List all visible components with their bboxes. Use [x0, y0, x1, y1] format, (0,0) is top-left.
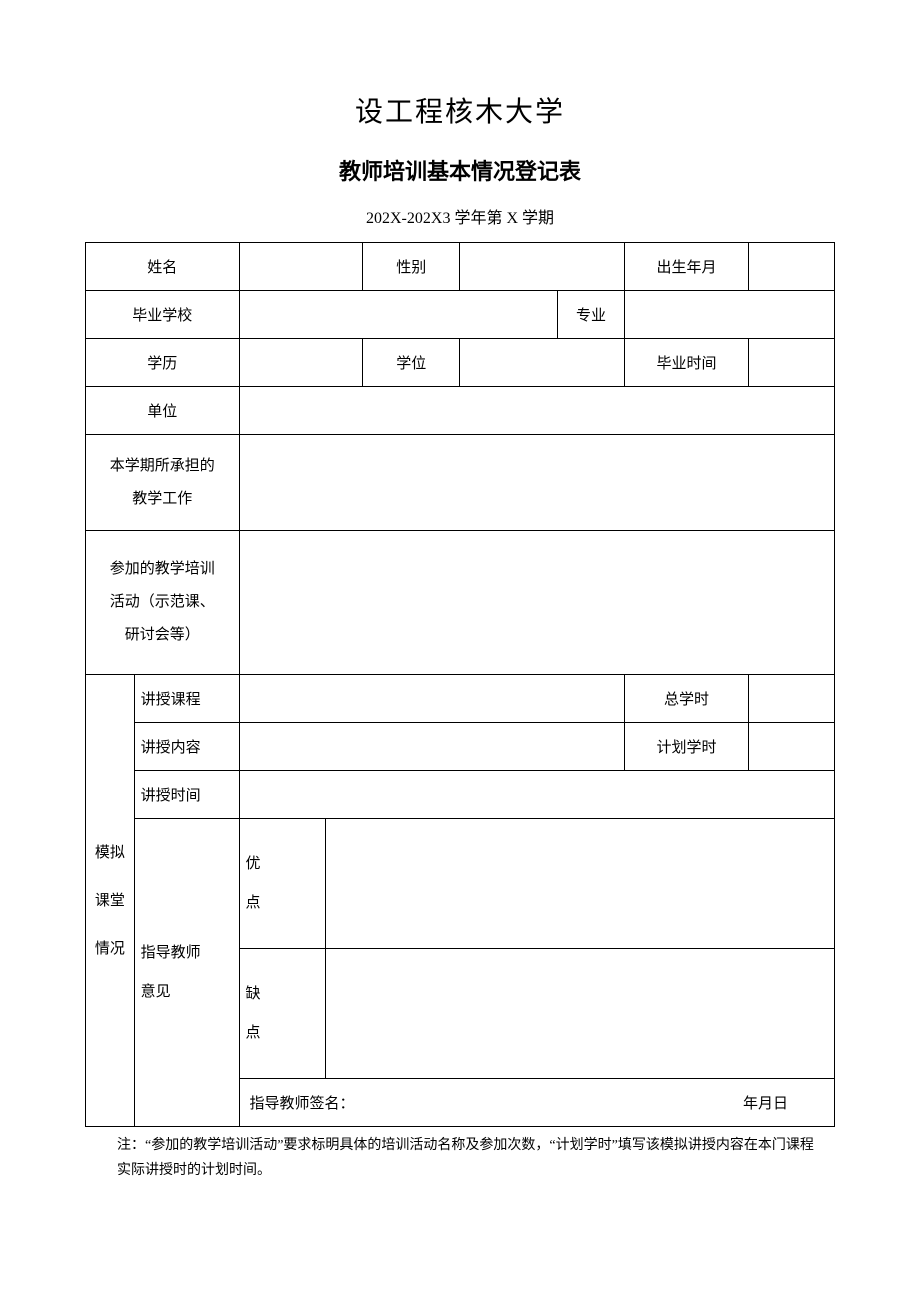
table-row: 姓名 性别 出生年月 — [86, 243, 835, 291]
value-content[interactable] — [239, 723, 625, 771]
table-row: 学历 学位 毕业时间 — [86, 339, 835, 387]
label-pros-c2: 点 — [246, 884, 319, 923]
value-name[interactable] — [239, 243, 363, 291]
label-grad-school: 毕业学校 — [86, 291, 240, 339]
form-title: 教师培训基本情况登记表 — [85, 154, 835, 186]
label-teaching-work-l2: 教学工作 — [92, 483, 233, 516]
label-training-l2: 活动（示范课、 — [92, 586, 233, 619]
label-time: 讲授时间 — [134, 771, 239, 819]
label-education: 学历 — [86, 339, 240, 387]
value-plan-hours[interactable] — [748, 723, 834, 771]
label-birth: 出生年月 — [625, 243, 749, 291]
label-total-hours: 总学时 — [625, 675, 749, 723]
label-training-l3: 研讨会等） — [92, 619, 233, 652]
label-cons: 缺 点 — [239, 949, 325, 1079]
label-sim-l2: 课堂 — [92, 877, 128, 925]
value-unit[interactable] — [239, 387, 834, 435]
label-sim-l3: 情况 — [92, 925, 128, 973]
value-grad-time[interactable] — [748, 339, 834, 387]
label-name: 姓名 — [86, 243, 240, 291]
label-unit: 单位 — [86, 387, 240, 435]
table-row: 参加的教学培训 活动（示范课、 研讨会等） — [86, 531, 835, 675]
label-simulation: 模拟 课堂 情况 — [86, 675, 135, 1127]
label-training: 参加的教学培训 活动（示范课、 研讨会等） — [86, 531, 240, 675]
label-cons-c1: 缺 — [246, 975, 319, 1014]
label-gender: 性别 — [363, 243, 460, 291]
value-course[interactable] — [239, 675, 625, 723]
page: 设工程核木大学 教师培训基本情况登记表 202X-202X3 学年第 X 学期 … — [0, 0, 920, 1301]
table-row: 单位 — [86, 387, 835, 435]
label-sign-date: 年月日 — [743, 1092, 828, 1113]
label-major: 专业 — [557, 291, 624, 339]
label-advisor: 指导教师 意见 — [134, 819, 239, 1127]
label-teaching-work-l1: 本学期所承担的 — [92, 450, 233, 483]
value-teaching-work[interactable] — [239, 435, 834, 531]
value-training[interactable] — [239, 531, 834, 675]
label-pros: 优 点 — [239, 819, 325, 949]
label-pros-c1: 优 — [246, 845, 319, 884]
label-training-l1: 参加的教学培训 — [92, 553, 233, 586]
university-name: 设工程核木大学 — [85, 90, 835, 130]
table-row: 模拟 课堂 情况 讲授课程 总学时 — [86, 675, 835, 723]
table-row: 指导教师 意见 优 点 — [86, 819, 835, 949]
table-row: 讲授时间 — [86, 771, 835, 819]
label-degree: 学位 — [363, 339, 460, 387]
label-teaching-work: 本学期所承担的 教学工作 — [86, 435, 240, 531]
label-plan-hours: 计划学时 — [625, 723, 749, 771]
value-pros[interactable] — [325, 819, 834, 949]
value-total-hours[interactable] — [748, 675, 834, 723]
signature-cell: 指导教师签名： 年月日 — [239, 1079, 834, 1127]
value-cons[interactable] — [325, 949, 834, 1079]
label-advisor-l1: 指导教师 — [141, 934, 233, 973]
value-education[interactable] — [239, 339, 363, 387]
label-advisor-l2: 意见 — [141, 973, 233, 1012]
label-signature: 指导教师签名： — [246, 1092, 355, 1113]
table-row: 本学期所承担的 教学工作 — [86, 435, 835, 531]
registration-table: 姓名 性别 出生年月 毕业学校 专业 学历 学位 毕业时间 单位 — [85, 242, 835, 1127]
label-content: 讲授内容 — [134, 723, 239, 771]
term-line: 202X-202X3 学年第 X 学期 — [85, 204, 835, 228]
label-cons-c2: 点 — [246, 1014, 319, 1053]
label-course: 讲授课程 — [134, 675, 239, 723]
label-grad-time: 毕业时间 — [625, 339, 749, 387]
value-birth[interactable] — [748, 243, 834, 291]
value-time[interactable] — [239, 771, 834, 819]
footnote: 注：“参加的教学培训活动”要求标明具体的培训活动名称及参加次数，“计划学时”填写… — [85, 1133, 835, 1183]
table-row: 毕业学校 专业 — [86, 291, 835, 339]
value-gender[interactable] — [460, 243, 625, 291]
table-row: 讲授内容 计划学时 — [86, 723, 835, 771]
label-sim-l1: 模拟 — [92, 829, 128, 877]
value-degree[interactable] — [460, 339, 625, 387]
value-grad-school[interactable] — [239, 291, 557, 339]
value-major[interactable] — [625, 291, 835, 339]
